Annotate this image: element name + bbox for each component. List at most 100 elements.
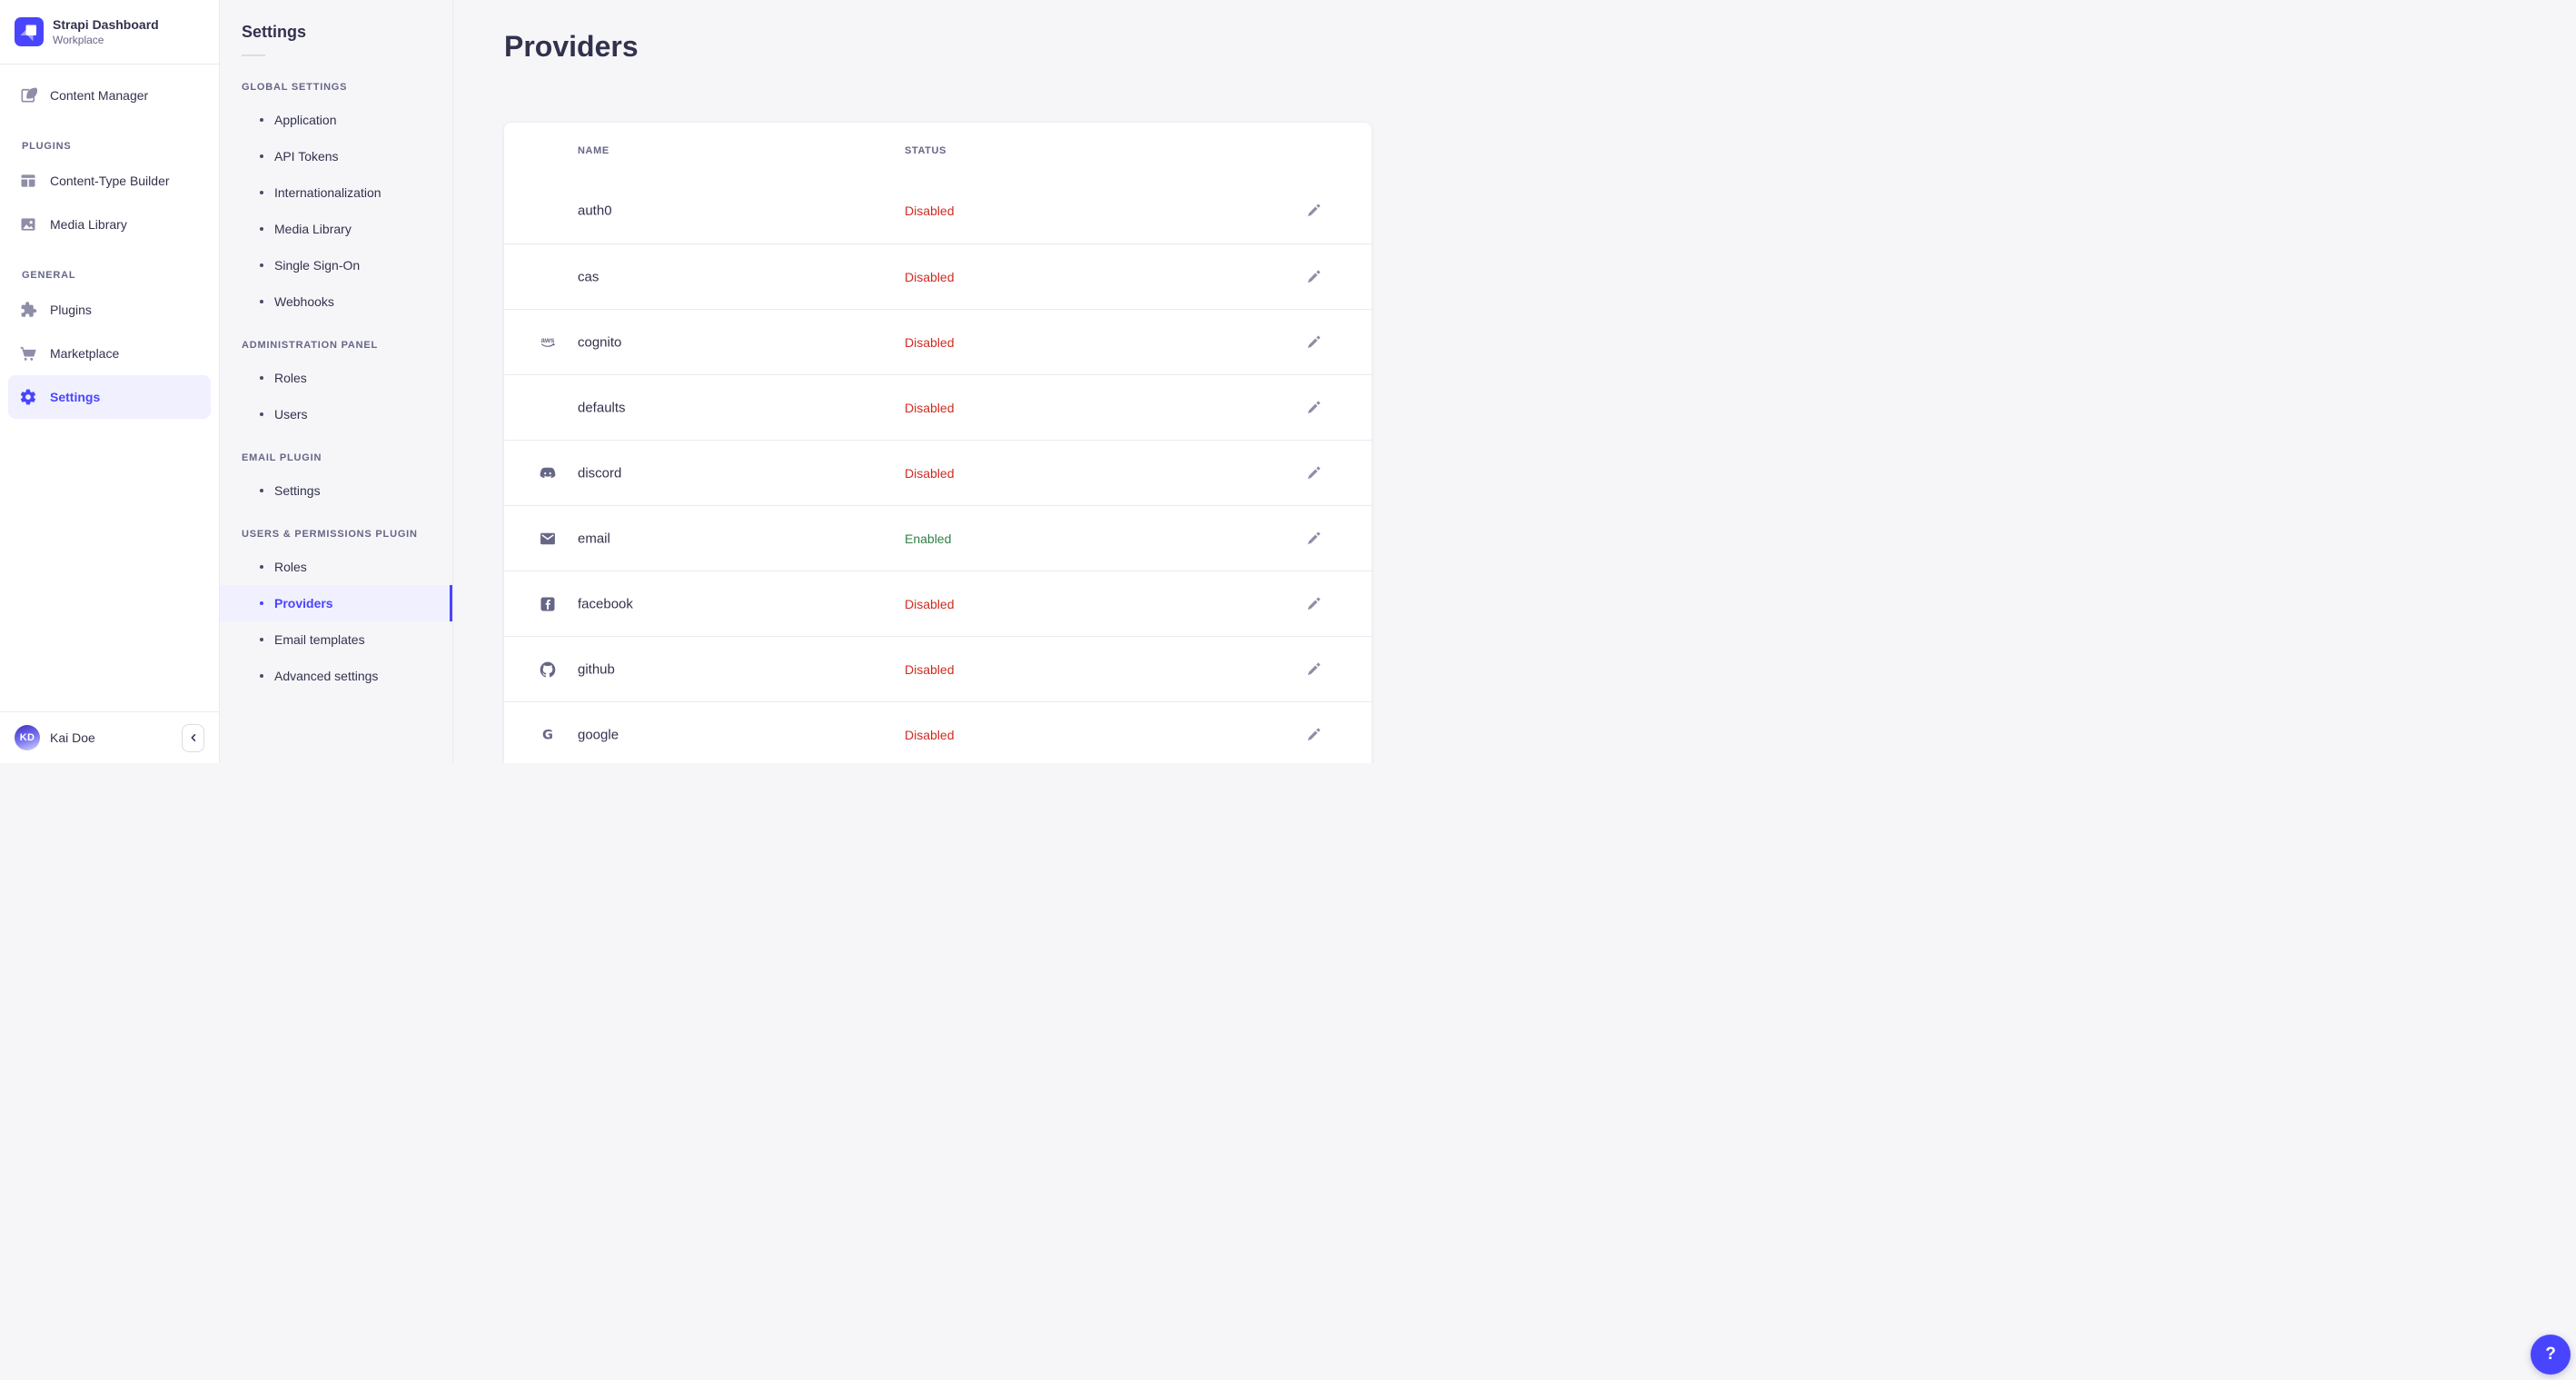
- avatar: KD: [15, 725, 40, 750]
- edit-provider-button-discord[interactable]: [1303, 463, 1323, 483]
- sidebar-item-marketplace[interactable]: Marketplace: [8, 332, 211, 375]
- app-title: Strapi Dashboard: [53, 16, 159, 32]
- subnav-section-title: GLOBAL SETTINGS: [242, 82, 348, 93]
- sidebar-item-label: Media Library: [50, 217, 127, 232]
- subnav-item-label: Media Library: [274, 222, 352, 236]
- subnav-item-label: Advanced settings: [274, 669, 379, 683]
- subnav-item-label: Providers: [274, 596, 333, 611]
- sidebar-item-media-library[interactable]: Media Library: [8, 203, 211, 246]
- main-content: Providers NAME STATUS auth0 Disabled cas Di…: [453, 0, 1424, 763]
- page-title: Providers: [504, 30, 639, 63]
- bullet-dot-icon: [260, 191, 263, 194]
- puzzle-icon: [19, 301, 37, 319]
- subnav-item-users-permissions-plugin-advanced-settings[interactable]: Advanced settings: [220, 658, 452, 694]
- workspace-brand[interactable]: Strapi Dashboard Workplace: [0, 0, 219, 65]
- bullet-dot-icon: [260, 489, 263, 492]
- edit-provider-button-facebook[interactable]: [1303, 594, 1323, 614]
- collapse-sidebar-button[interactable]: [182, 723, 204, 752]
- bullet-dot-icon: [260, 412, 263, 416]
- subnav-item-administration-panel-users[interactable]: Users: [220, 396, 452, 432]
- edit-provider-button-auth0[interactable]: [1303, 201, 1323, 221]
- subnav-item-email-plugin-settings[interactable]: Settings: [220, 472, 452, 509]
- edit-provider-button-github[interactable]: [1303, 660, 1323, 680]
- subnav-item-label: Single Sign-On: [274, 258, 361, 273]
- edit-provider-button-cas[interactable]: [1303, 267, 1323, 287]
- pencil-icon: [1303, 725, 1323, 745]
- subnav-section-email-plugin: EMAIL PLUGIN Settings: [220, 451, 452, 509]
- provider-row-defaults: defaults Disabled: [504, 374, 1372, 440]
- subnav-item-label: Webhooks: [274, 294, 334, 309]
- bullet-dot-icon: [260, 376, 263, 380]
- subnav-item-administration-panel-roles[interactable]: Roles: [220, 360, 452, 396]
- user-name: Kai Doe: [50, 730, 95, 745]
- subnav-item-global-settings-application[interactable]: Application: [220, 102, 452, 138]
- subnav-item-global-settings-webhooks[interactable]: Webhooks: [220, 283, 452, 320]
- provider-status: Disabled: [905, 661, 955, 677]
- user-row: KD Kai Doe: [0, 711, 219, 763]
- subnav-item-global-settings-api-tokens[interactable]: API Tokens: [220, 138, 452, 174]
- subnav-section-title: ADMINISTRATION PANEL: [242, 340, 379, 351]
- table-body: auth0 Disabled cas Disabled aws cognito Disabl…: [504, 178, 1372, 763]
- subnav-item-users-permissions-plugin-providers[interactable]: Providers: [220, 585, 452, 621]
- provider-row-facebook: facebook Disabled: [504, 571, 1372, 636]
- sidebar-section-title-plugins: PLUGINS: [22, 141, 72, 152]
- github-icon: [539, 660, 557, 679]
- provider-name: email: [578, 531, 610, 546]
- pencil-icon: [1303, 463, 1323, 483]
- subnav-item-label: Application: [274, 113, 337, 127]
- subnav-item-label: API Tokens: [274, 149, 339, 164]
- subnav-item-label: Settings: [274, 483, 321, 498]
- pencil-icon: [1303, 398, 1323, 418]
- sidebar-item-settings[interactable]: Settings: [8, 375, 211, 419]
- pencil-icon: [1303, 267, 1323, 287]
- table-header-row: NAME STATUS: [504, 123, 1372, 178]
- email-icon: [539, 530, 557, 548]
- subnav-item-global-settings-internationalization[interactable]: Internationalization: [220, 174, 452, 211]
- gear-icon: [19, 388, 37, 406]
- sidebar-item-label: Settings: [50, 390, 101, 404]
- google-icon: G: [539, 726, 557, 744]
- bullet-dot-icon: [260, 263, 263, 267]
- sidebar: Strapi Dashboard Workplace Content Manag…: [0, 0, 220, 763]
- app-window: Strapi Dashboard Workplace Content Manag…: [0, 0, 1424, 763]
- subnav-section-title: EMAIL PLUGIN: [242, 452, 322, 463]
- sidebar-item-label: Plugins: [50, 303, 92, 317]
- question-mark-icon: ?: [2545, 1345, 2556, 1364]
- help-button[interactable]: ?: [2531, 1335, 2571, 1375]
- subnav-item-label: Users: [274, 407, 308, 422]
- providers-table: NAME STATUS auth0 Disabled cas Disabled aws c…: [504, 123, 1372, 763]
- provider-status: Disabled: [905, 596, 955, 611]
- provider-status: Enabled: [905, 531, 952, 546]
- subnav-title: Settings: [242, 23, 307, 41]
- subnav-item-users-permissions-plugin-roles[interactable]: Roles: [220, 549, 452, 585]
- settings-subnav: Settings GLOBAL SETTINGS Application API T…: [220, 0, 453, 763]
- pencil-icon: [1303, 529, 1323, 549]
- sidebar-item-content-manager[interactable]: Content Manager: [8, 74, 211, 117]
- workspace-name: Workplace: [53, 33, 104, 46]
- pencil-icon: [1303, 201, 1323, 221]
- provider-name: discord: [578, 465, 622, 481]
- provider-status: Disabled: [905, 465, 955, 481]
- edit-provider-button-cognito[interactable]: [1303, 333, 1323, 352]
- edit-provider-button-google[interactable]: [1303, 725, 1323, 745]
- provider-status: Disabled: [905, 727, 955, 742]
- subnav-item-global-settings-media-library[interactable]: Media Library: [220, 211, 452, 247]
- subnav-item-label: Roles: [274, 371, 307, 385]
- bullet-dot-icon: [260, 565, 263, 569]
- sidebar-item-label: Content Manager: [50, 88, 149, 103]
- sidebar-item-label: Marketplace: [50, 346, 120, 361]
- column-header-name: NAME: [578, 144, 609, 156]
- chevron-left-icon: [187, 731, 200, 744]
- provider-name: auth0: [578, 203, 612, 219]
- pencil-icon: [1303, 594, 1323, 614]
- sidebar-item-plugins[interactable]: Plugins: [8, 288, 211, 332]
- subnav-item-users-permissions-plugin-email-templates[interactable]: Email templates: [220, 621, 452, 658]
- subnav-item-global-settings-single-sign-on[interactable]: Single Sign-On: [220, 247, 452, 283]
- edit-provider-button-defaults[interactable]: [1303, 398, 1323, 418]
- sidebar-item-content-type-builder[interactable]: Content-Type Builder: [8, 159, 211, 203]
- bullet-dot-icon: [260, 227, 263, 231]
- pencil-icon: [1303, 660, 1323, 680]
- edit-provider-button-email[interactable]: [1303, 529, 1323, 549]
- subnav-section-title: USERS & PERMISSIONS PLUGIN: [242, 529, 418, 540]
